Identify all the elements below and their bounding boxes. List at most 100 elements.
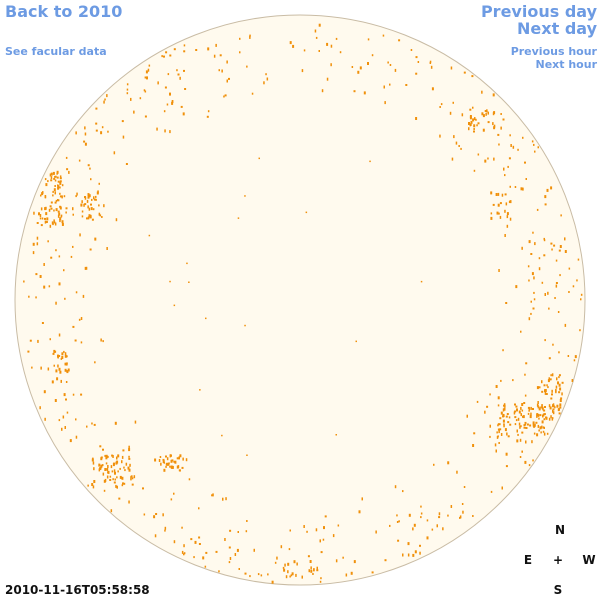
facula-dot xyxy=(520,406,522,410)
facula-dot xyxy=(257,573,260,576)
facula-dot xyxy=(75,418,77,421)
facula-dot xyxy=(513,411,516,415)
facula-dot xyxy=(509,134,511,137)
facula-dot xyxy=(133,110,135,114)
facula-dot xyxy=(64,368,67,372)
facula-dot xyxy=(81,210,84,213)
facula-dot xyxy=(66,362,68,365)
facula-dot xyxy=(571,379,574,382)
facula-dot xyxy=(431,87,434,91)
facula-dot xyxy=(45,183,48,187)
facula-dot xyxy=(544,389,547,392)
facula-dot xyxy=(573,359,576,362)
facula-dot xyxy=(499,202,502,205)
facula-dot xyxy=(106,247,108,250)
facula-dot xyxy=(89,194,91,198)
facula-dot xyxy=(498,269,500,272)
facula-dot xyxy=(504,209,506,213)
facula-dot xyxy=(284,563,286,567)
facula-dot xyxy=(415,117,418,120)
facula-dot xyxy=(289,575,291,578)
facula-dot xyxy=(139,97,142,100)
facula-dot xyxy=(173,492,175,495)
facula-dot xyxy=(521,450,523,453)
back-to-year-link[interactable]: Back to 2010 xyxy=(5,2,123,21)
facula-dot xyxy=(543,237,545,240)
facula-dot xyxy=(550,374,552,377)
facula-dot xyxy=(451,157,454,161)
facula-dot xyxy=(169,54,172,57)
facula-dot xyxy=(246,520,248,522)
facula-dot xyxy=(431,528,434,531)
facula-dot xyxy=(65,211,67,214)
facula-dot xyxy=(79,233,81,237)
facula-dot xyxy=(523,424,525,427)
facula-dot xyxy=(162,458,165,461)
facula-dot xyxy=(515,405,518,408)
facula-dot xyxy=(38,212,40,216)
facula-dot xyxy=(52,194,54,197)
facula-dot xyxy=(274,561,277,564)
facula-dot xyxy=(546,416,548,420)
facula-dot xyxy=(544,339,546,342)
facula-dot xyxy=(46,217,49,221)
facula-dot xyxy=(198,543,201,545)
facula-dot xyxy=(494,443,497,447)
facula-dot xyxy=(36,236,39,240)
facula-dot xyxy=(543,418,546,421)
facula-dot xyxy=(53,209,55,212)
next-hour-link[interactable]: Next hour xyxy=(535,58,598,71)
facula-dot xyxy=(50,179,53,182)
facula-dot xyxy=(470,120,473,124)
facula-dot xyxy=(500,126,502,130)
facula-dot xyxy=(414,550,417,554)
facula-dot xyxy=(580,293,583,296)
facula-dot xyxy=(29,339,32,342)
facula-dot xyxy=(163,110,166,113)
previous-hour-link[interactable]: Previous hour xyxy=(510,45,597,58)
facula-dot xyxy=(228,561,231,564)
facula-dot xyxy=(560,397,563,400)
facula-dot xyxy=(555,385,558,389)
facula-dot xyxy=(568,267,571,270)
facula-dot xyxy=(559,245,562,248)
facula-dot xyxy=(520,187,523,191)
facula-dot xyxy=(99,467,102,470)
facula-dot xyxy=(53,349,56,353)
facula-dot xyxy=(503,407,506,411)
facula-dot xyxy=(489,424,491,428)
facula-dot xyxy=(165,462,168,466)
facula-dot xyxy=(476,400,479,403)
facula-dot xyxy=(561,392,563,396)
facula-dot xyxy=(59,195,62,198)
facula-dot xyxy=(103,489,106,492)
next-day-link[interactable]: Next day xyxy=(517,19,597,38)
facula-dot xyxy=(90,207,93,211)
facula-dot xyxy=(186,262,188,265)
facula-dot xyxy=(369,160,371,163)
facula-dot xyxy=(104,454,106,457)
facula-dot xyxy=(87,216,90,220)
facula-dot xyxy=(544,389,546,393)
facula-dot xyxy=(285,575,288,579)
facula-dot xyxy=(537,146,539,149)
facula-dot xyxy=(559,387,562,391)
facula-dot xyxy=(57,364,59,368)
facula-dot xyxy=(169,92,171,96)
previous-day-link[interactable]: Previous day xyxy=(480,2,597,21)
facula-dot xyxy=(78,318,81,321)
facula-dot xyxy=(276,556,278,560)
facula-dot xyxy=(37,339,39,343)
facula-dot xyxy=(123,482,126,485)
facula-dot xyxy=(363,91,366,95)
facula-dot xyxy=(498,423,501,426)
see-facular-data-link[interactable]: See facular data xyxy=(5,45,107,58)
facula-dot xyxy=(528,317,531,321)
facula-dot xyxy=(121,484,124,487)
facula-dot xyxy=(55,208,58,212)
facula-dot xyxy=(65,381,68,383)
facula-dot xyxy=(567,355,570,357)
facula-dot xyxy=(234,553,237,556)
facula-dot xyxy=(458,145,460,147)
facula-dot xyxy=(521,409,524,412)
